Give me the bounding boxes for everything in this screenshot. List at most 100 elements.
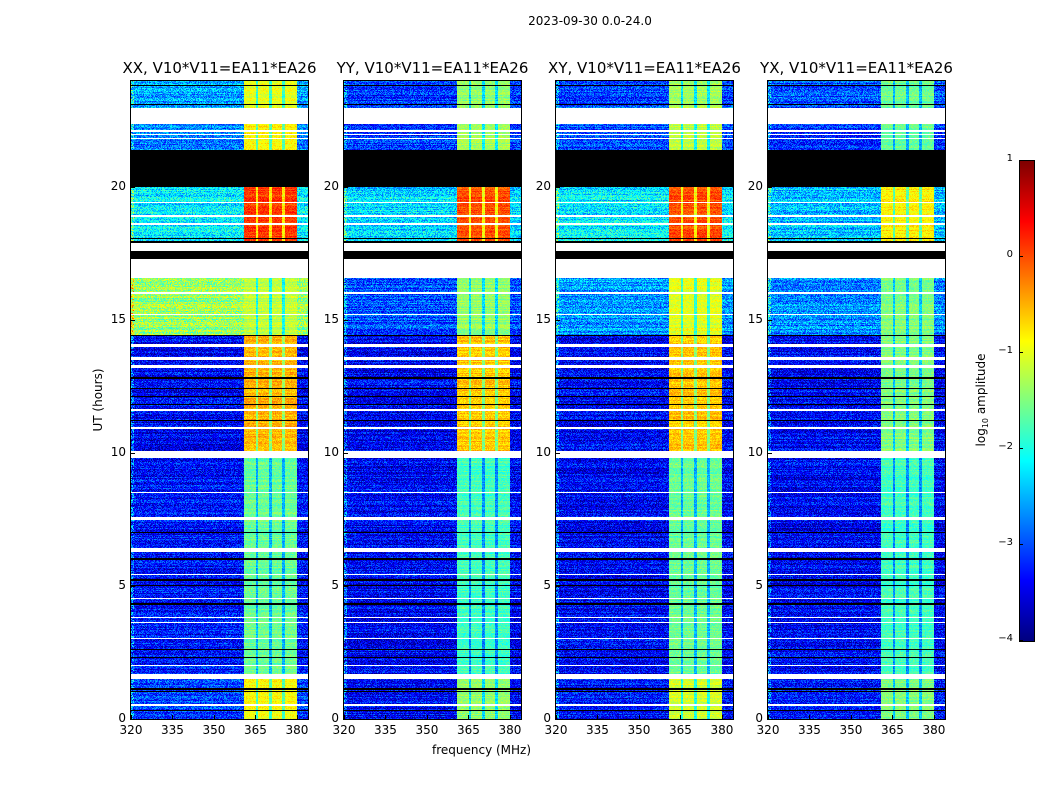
colorbar-tick-label: 0 xyxy=(1006,249,1013,260)
colorbar-tick-mark xyxy=(1019,256,1023,257)
panel-title: YY, V10*V11=EA11*EA26 xyxy=(336,59,529,77)
y-tick-mark xyxy=(556,586,560,588)
colorbar-tick-mark xyxy=(1019,352,1023,353)
x-tick-mark xyxy=(850,715,852,719)
y-axis-label: UT (hours) xyxy=(91,368,105,432)
y-tick-mark xyxy=(768,187,772,189)
x-tick-mark xyxy=(721,715,723,719)
x-tick-mark xyxy=(344,715,345,719)
x-tick-mark xyxy=(680,715,682,719)
x-tick-mark xyxy=(296,715,298,719)
y-tick-label: 10 xyxy=(747,445,763,460)
colorbar-tick-mark xyxy=(1019,640,1023,641)
y-tick-label: 20 xyxy=(535,179,551,194)
y-tick-label: 15 xyxy=(535,312,551,327)
y-tick-mark xyxy=(768,453,772,455)
y-tick-mark xyxy=(131,187,135,189)
x-tick-mark xyxy=(556,715,557,719)
x-tick-label: 365 xyxy=(457,723,480,737)
x-tick-label: 335 xyxy=(798,723,821,737)
x-tick-label: 365 xyxy=(669,723,692,737)
y-tick-label: 20 xyxy=(110,179,126,194)
x-tick-mark xyxy=(892,715,894,719)
y-tick-mark xyxy=(344,320,348,322)
y-tick-mark xyxy=(344,586,348,588)
y-tick-mark xyxy=(344,453,348,455)
x-tick-mark xyxy=(933,715,935,719)
x-tick-mark xyxy=(172,715,174,719)
y-tick-label: 5 xyxy=(118,578,126,593)
heatmap-panel-yx xyxy=(767,80,946,720)
x-tick-label: 380 xyxy=(285,723,309,737)
x-tick-label: 350 xyxy=(627,723,651,737)
colorbar-tick-label: −1 xyxy=(998,345,1013,356)
x-tick-label: 380 xyxy=(498,723,522,737)
figure-title: 2023-09-30 0.0-24.0 xyxy=(528,14,652,28)
x-tick-label: 350 xyxy=(202,723,226,737)
colorbar-tick-mark xyxy=(1019,544,1023,545)
y-tick-mark xyxy=(131,453,135,455)
x-tick-mark xyxy=(213,715,215,719)
y-tick-label: 5 xyxy=(755,578,763,593)
x-tick-label: 320 xyxy=(332,723,356,737)
panel-title: XY, V10*V11=EA11*EA26 xyxy=(548,59,741,77)
y-tick-label: 20 xyxy=(747,179,763,194)
y-tick-mark xyxy=(768,586,772,588)
y-tick-label: 15 xyxy=(747,312,763,327)
colorbar-label: log10 amplitude xyxy=(973,353,991,447)
x-tick-label: 320 xyxy=(119,723,143,737)
x-tick-mark xyxy=(638,715,640,719)
x-tick-mark xyxy=(597,715,599,719)
heatmap-panel-yy xyxy=(343,80,522,720)
x-tick-label: 365 xyxy=(881,723,904,737)
x-tick-mark xyxy=(385,715,387,719)
heatmap-panel-xy xyxy=(555,80,734,720)
y-tick-mark xyxy=(556,719,560,720)
x-tick-label: 350 xyxy=(839,723,863,737)
y-tick-mark xyxy=(556,453,560,455)
colorbar xyxy=(1019,160,1035,642)
heatmap-panel-xx xyxy=(130,80,309,720)
y-tick-label: 20 xyxy=(323,179,339,194)
y-tick-mark xyxy=(556,320,560,322)
x-tick-label: 365 xyxy=(244,723,267,737)
x-tick-mark xyxy=(768,715,769,719)
colorbar-tick-label: −3 xyxy=(998,537,1013,548)
x-tick-mark xyxy=(468,715,470,719)
y-tick-label: 15 xyxy=(323,312,339,327)
colorbar-tick-mark xyxy=(1019,160,1023,161)
x-axis-label: frequency (MHz) xyxy=(432,743,532,757)
y-tick-mark xyxy=(768,320,772,322)
colorbar-tick-mark xyxy=(1019,448,1023,449)
x-tick-label: 380 xyxy=(922,723,946,737)
y-tick-label: 15 xyxy=(110,312,126,327)
y-tick-label: 10 xyxy=(323,445,339,460)
x-tick-mark xyxy=(131,715,132,719)
x-tick-mark xyxy=(426,715,428,719)
x-tick-label: 320 xyxy=(756,723,780,737)
y-tick-mark xyxy=(768,719,772,720)
y-tick-label: 0 xyxy=(543,711,551,725)
x-tick-label: 335 xyxy=(374,723,397,737)
y-tick-label: 5 xyxy=(543,578,551,593)
colorbar-tick-label: 1 xyxy=(1006,153,1013,164)
x-tick-label: 380 xyxy=(710,723,734,737)
y-tick-mark xyxy=(344,187,348,189)
y-tick-mark xyxy=(131,586,135,588)
x-tick-label: 350 xyxy=(415,723,439,737)
y-tick-mark xyxy=(344,719,348,720)
x-tick-label: 320 xyxy=(544,723,568,737)
colorbar-tick-label: −4 xyxy=(998,633,1013,644)
y-tick-label: 10 xyxy=(535,445,551,460)
x-tick-label: 335 xyxy=(586,723,609,737)
y-tick-mark xyxy=(131,320,135,322)
y-tick-mark xyxy=(556,187,560,189)
y-tick-label: 10 xyxy=(110,445,126,460)
colorbar-tick-label: −2 xyxy=(998,441,1013,452)
y-tick-label: 0 xyxy=(755,711,763,725)
x-tick-label: 335 xyxy=(161,723,184,737)
panel-title: YX, V10*V11=EA11*EA26 xyxy=(760,59,953,77)
panel-title: XX, V10*V11=EA11*EA26 xyxy=(122,59,317,77)
x-tick-mark xyxy=(255,715,257,719)
